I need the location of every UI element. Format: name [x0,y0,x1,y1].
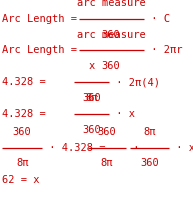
Text: 62 = x: 62 = x [2,175,39,185]
Text: ·: · [127,143,140,152]
Text: 8π: 8π [101,158,113,168]
Text: · 2πr: · 2πr [145,46,182,55]
Text: 360: 360 [140,158,159,168]
Text: 360: 360 [102,61,120,71]
Text: · 2π(4): · 2π(4) [110,77,160,87]
Text: 4.328 =: 4.328 = [2,77,52,87]
Text: arc measure: arc measure [77,0,145,8]
Text: 4.328 =: 4.328 = [2,109,52,119]
Text: 360: 360 [82,93,101,103]
Text: 8π: 8π [16,158,28,168]
Text: 360: 360 [102,30,120,40]
Text: x: x [89,61,95,71]
Text: Arc Length =: Arc Length = [2,46,83,55]
Text: 360: 360 [13,127,32,137]
Text: 8π: 8π [85,93,98,103]
Text: 8π: 8π [143,127,156,137]
Text: · C: · C [145,14,170,24]
Text: Arc Length =: Arc Length = [2,14,83,24]
Text: · x: · x [170,143,193,152]
Text: arc measure: arc measure [77,30,145,40]
Text: 360: 360 [98,127,117,137]
Text: · x: · x [110,109,135,119]
Text: 360: 360 [82,125,101,135]
Text: · 4.328 =: · 4.328 = [43,143,112,152]
